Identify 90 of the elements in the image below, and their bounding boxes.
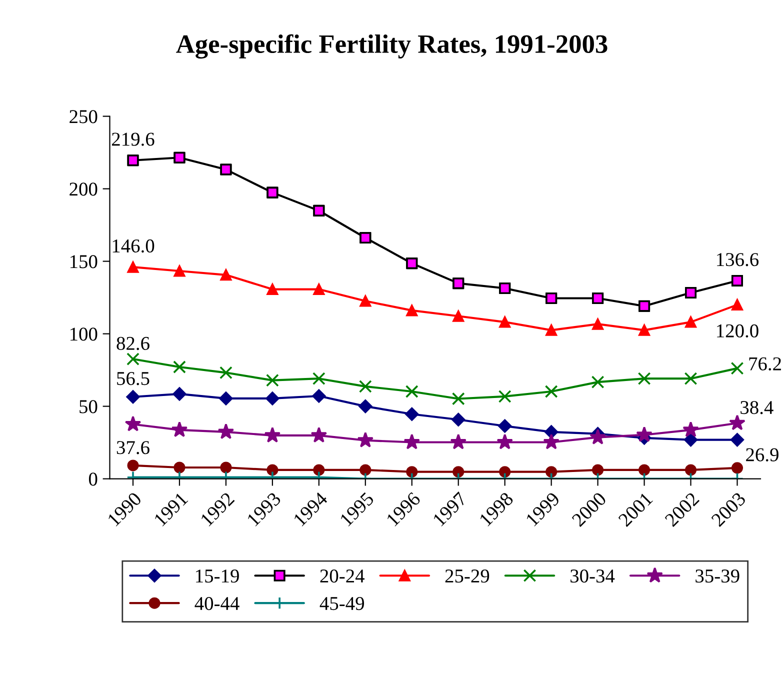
annotation: 76.2 [749,357,781,370]
annotation: 146.0 [112,239,154,253]
legend-label: 20-24 [320,569,364,583]
point [360,295,372,307]
point [124,416,142,432]
point [127,261,139,273]
point [684,316,697,328]
point [219,392,233,406]
point [496,434,514,450]
point [729,414,746,430]
point [127,460,139,472]
annotation: 38.4 [740,400,774,414]
point [218,423,234,440]
point [220,269,232,281]
point [546,466,558,478]
point [266,374,279,387]
point [220,366,232,380]
point [684,372,698,386]
point [452,412,466,426]
point [499,466,511,478]
y-tick-label: 100 [70,328,98,341]
point [731,299,744,311]
point [638,372,651,386]
point [404,434,420,450]
point [590,428,606,444]
legend-label: 15-19 [196,570,239,583]
point [312,389,326,403]
point [358,400,372,414]
point [360,464,372,476]
point [543,434,560,450]
legend-label: 40-44 [194,596,240,610]
legend-label: 25-29 [445,570,490,583]
point [544,385,558,398]
point [450,434,467,450]
point [452,310,464,322]
y-tick-label: 150 [70,255,98,268]
annotation: 120.0 [717,324,758,338]
point [126,352,140,366]
point [313,464,325,476]
point [313,284,325,296]
point [730,432,744,447]
annotation: 56.5 [117,372,150,386]
point [310,426,328,443]
point [174,265,186,277]
annotation: 37.6 [116,441,150,454]
point [684,432,698,447]
legend-label: 35-39 [696,570,740,583]
y-tick-label: 250 [70,110,98,124]
point [126,390,140,404]
annotation: 82.6 [116,336,150,350]
annotation: 26.9 [746,448,778,462]
point [358,380,372,393]
chart-title: Age-specific Fertility Rates, 1991-2003 [176,34,608,59]
point [498,419,512,433]
y-tick-label: 200 [70,182,98,196]
point [405,407,419,421]
point [357,432,374,448]
point [591,376,604,389]
point [636,426,652,442]
point [499,316,511,328]
point [731,462,744,474]
point [730,362,744,375]
y-tick-label: 50 [80,400,98,414]
point [498,390,512,403]
legend-label: 45-49 [320,597,364,610]
point [638,324,650,336]
point [684,464,697,476]
point [172,387,186,401]
point [546,324,558,336]
point [592,318,604,330]
annotation: 219.6 [112,132,154,146]
point [312,372,326,386]
point [405,385,418,398]
legend-label: 30-34 [570,569,615,583]
point [266,284,278,296]
point [406,304,418,316]
point [173,360,186,374]
point [266,392,280,406]
point [264,426,281,443]
point [266,464,278,476]
x-tick-label: 1991 [154,492,188,527]
point [682,421,699,438]
point [592,464,604,476]
annotation: 136.6 [717,253,759,266]
y-tick-label: 0 [88,472,98,486]
point [452,392,465,406]
point [638,464,650,476]
point [171,421,188,438]
point [174,462,186,474]
point [220,462,232,474]
